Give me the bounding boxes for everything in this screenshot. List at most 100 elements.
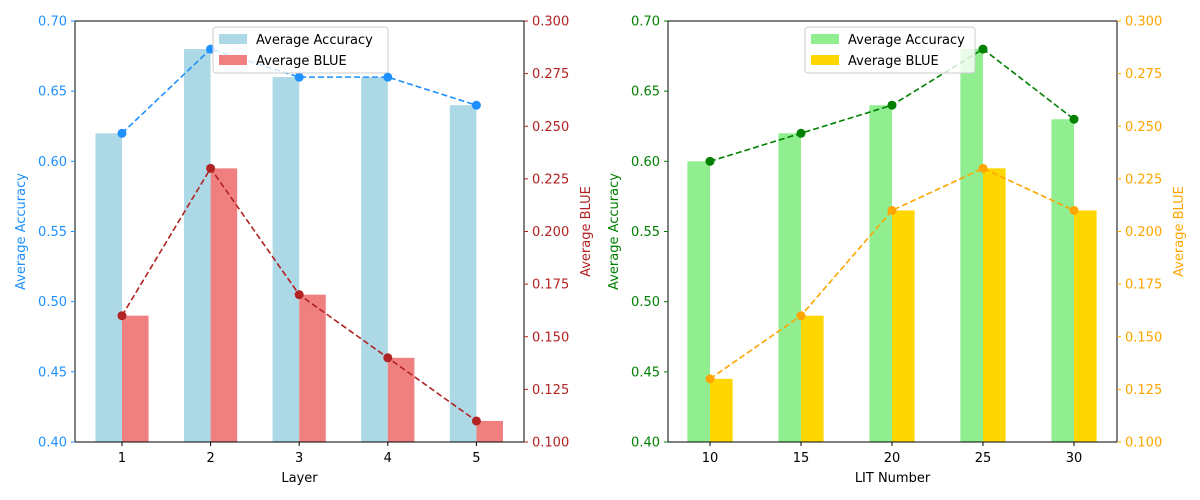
- y-right-tick-label: 0.175: [1125, 278, 1162, 293]
- y-right-tick-label: 0.150: [1125, 330, 1162, 345]
- y-left-axis-label: Average Accuracy: [607, 173, 622, 290]
- bar-blue: [710, 378, 733, 442]
- y-right-tick-label: 0.250: [1125, 120, 1162, 135]
- legend-label: Average BLUE: [848, 54, 939, 69]
- x-tick-label: 15: [793, 451, 810, 466]
- point-accuracy: [978, 44, 988, 54]
- point-blue: [796, 311, 806, 321]
- bar-accuracy: [1051, 119, 1074, 442]
- bar-blue: [983, 168, 1006, 442]
- y-right-tick-label: 0.100: [532, 436, 569, 451]
- y-left-tick-label: 0.40: [38, 436, 67, 451]
- y-right-tick-label: 0.125: [1125, 383, 1162, 398]
- bar-accuracy: [687, 161, 710, 443]
- bar-blue: [801, 315, 824, 442]
- point-blue: [471, 416, 481, 426]
- line-accuracy: [121, 48, 477, 134]
- legend-swatch: [811, 34, 839, 44]
- legend-label: Average Accuracy: [256, 33, 373, 48]
- y-left-tick-label: 0.55: [38, 225, 67, 240]
- point-accuracy: [383, 72, 393, 82]
- y-right-tick-label: 0.150: [532, 330, 569, 345]
- y-left-tick-label: 0.70: [631, 15, 660, 30]
- legend-swatch: [219, 55, 247, 65]
- x-tick-label: 1: [118, 451, 126, 466]
- y-left-tick-label: 0.70: [38, 15, 67, 30]
- y-left-tick-label: 0.40: [631, 436, 660, 451]
- bar-blue: [1074, 210, 1097, 442]
- point-accuracy: [1069, 114, 1079, 124]
- x-axis-label: Layer: [281, 471, 318, 486]
- point-accuracy: [796, 128, 806, 138]
- point-accuracy: [294, 72, 304, 82]
- y-right-axis-label: Average BLUE: [1172, 186, 1187, 277]
- bar-blue: [476, 420, 503, 442]
- y-right-tick-label: 0.250: [532, 120, 569, 135]
- bar-blue: [210, 168, 238, 442]
- legend-label: Average Accuracy: [848, 33, 965, 48]
- bar-accuracy: [361, 77, 388, 442]
- bar-accuracy: [960, 49, 983, 443]
- x-tick-label: 30: [1066, 451, 1083, 466]
- y-right-tick-label: 0.125: [532, 383, 569, 398]
- bar-blue: [892, 210, 915, 442]
- legend: Average Accuracy Average BLUE: [212, 26, 389, 74]
- y-right-tick-label: 0.275: [1125, 67, 1162, 82]
- x-tick-label: 10: [702, 451, 719, 466]
- legend: Average Accuracy Average BLUE: [804, 26, 976, 74]
- bar-blue: [299, 294, 326, 442]
- y-left-tick-label: 0.60: [631, 155, 660, 170]
- y-left-tick-label: 0.60: [38, 155, 67, 170]
- y-right-tick-label: 0.175: [532, 278, 569, 293]
- y-left-tick-label: 0.45: [38, 365, 67, 380]
- y-right-tick-label: 0.225: [532, 172, 569, 187]
- chart-panel-1: 0.40 0.45 0.50 0.55 0.60 0.65 0.70 0.100 0.125 0.…: [14, 15, 594, 487]
- y-left-tick-label: 0.50: [631, 295, 660, 310]
- x-tick-label: 3: [295, 451, 303, 466]
- legend-swatch: [811, 55, 839, 65]
- y-right-tick-label: 0.200: [532, 225, 569, 240]
- x-tick-label: 4: [384, 451, 392, 466]
- y-left-tick-label: 0.45: [631, 365, 660, 380]
- bar-accuracy: [272, 77, 300, 442]
- point-blue: [1069, 205, 1079, 215]
- point-blue: [887, 205, 897, 215]
- point-blue: [978, 163, 988, 173]
- x-tick-label: 5: [472, 451, 480, 466]
- y-left-tick-label: 0.65: [38, 85, 67, 100]
- point-blue: [383, 353, 393, 363]
- bar-accuracy: [449, 105, 477, 442]
- bar-accuracy: [778, 133, 801, 442]
- x-tick-label: 25: [975, 451, 992, 466]
- x-tick-label: 2: [206, 451, 214, 466]
- y-right-tick-label: 0.300: [1125, 15, 1162, 30]
- legend-box: [804, 26, 976, 74]
- y-right-tick-label: 0.300: [532, 15, 569, 30]
- y-left-tick-label: 0.65: [631, 85, 660, 100]
- bar-accuracy: [95, 133, 122, 442]
- line-blue: [709, 167, 1075, 380]
- chart-panel-2: 0.40 0.45 0.50 0.55 0.60 0.65 0.70 0.100 0.125 0.…: [607, 15, 1187, 487]
- point-accuracy: [887, 100, 897, 110]
- y-right-axis-label: Average BLUE: [579, 186, 594, 277]
- bar-blue: [387, 357, 415, 442]
- bar-accuracy: [184, 49, 211, 443]
- y-right-tick-label: 0.275: [532, 67, 569, 82]
- bar-accuracy: [869, 105, 892, 442]
- point-blue: [206, 163, 216, 173]
- y-right-tick-label: 0.100: [1125, 436, 1162, 451]
- y-left-tick-label: 0.50: [38, 295, 67, 310]
- point-blue: [705, 374, 715, 384]
- y-left-tick-label: 0.55: [631, 225, 660, 240]
- point-accuracy: [471, 100, 481, 110]
- legend-swatch: [219, 34, 247, 44]
- bar-blue: [122, 315, 149, 442]
- y-right-tick-label: 0.225: [1125, 172, 1162, 187]
- point-accuracy: [117, 128, 127, 138]
- y-left-axis-label: Average Accuracy: [14, 173, 29, 290]
- y-right-tick-label: 0.200: [1125, 225, 1162, 240]
- point-blue: [117, 311, 127, 321]
- point-accuracy: [705, 156, 715, 166]
- x-tick-label: 20: [884, 451, 901, 466]
